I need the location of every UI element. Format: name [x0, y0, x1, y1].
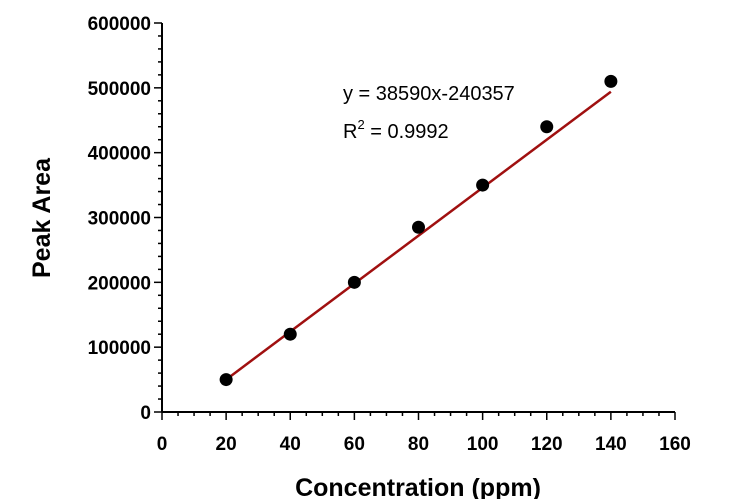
trendline-equation: y = 38590x-240357 — [343, 83, 515, 105]
y-tick-label: 300000 — [88, 209, 151, 230]
x-tick-label: 140 — [595, 434, 627, 455]
x-axis-ticks: 0 20 40 60 80 100 120 140 160 — [157, 412, 691, 455]
x-tick-label: 160 — [659, 434, 691, 455]
x-axis-title: Concentration (ppm) — [295, 474, 541, 499]
y-tick-label: 200000 — [88, 273, 151, 294]
y-tick-label: 500000 — [88, 79, 151, 100]
data-point — [412, 220, 425, 234]
x-tick-label: 100 — [467, 434, 499, 455]
y-tick-label: 0 — [140, 403, 151, 424]
data-point — [347, 275, 361, 289]
y-tick-label: 600000 — [88, 14, 151, 35]
x-tick-label: 0 — [157, 434, 168, 455]
y-tick-label: 100000 — [88, 338, 151, 359]
x-tick-label: 120 — [531, 434, 563, 455]
r2-prefix: R — [343, 121, 357, 143]
x-tick-label: 20 — [216, 434, 237, 455]
r2-value: = 0.9992 — [365, 121, 449, 143]
data-point — [476, 178, 490, 192]
x-tick-label: 40 — [280, 434, 301, 455]
x-tick-label: 80 — [408, 434, 429, 455]
data-point — [219, 373, 233, 387]
data-point — [283, 327, 297, 341]
y-axis-title: Peak Area — [28, 157, 56, 278]
x-tick-label: 60 — [344, 434, 365, 455]
y-tick-label: 400000 — [88, 144, 151, 165]
data-points-layer — [219, 74, 618, 387]
r2-superscript: 2 — [357, 117, 364, 132]
data-point — [540, 120, 554, 134]
data-point — [604, 74, 618, 88]
y-axis-ticks: 0 100000 200000 300000 400000 500000 600000 — [88, 14, 162, 424]
r-squared-label: R2 = 0.9992 — [343, 117, 449, 143]
